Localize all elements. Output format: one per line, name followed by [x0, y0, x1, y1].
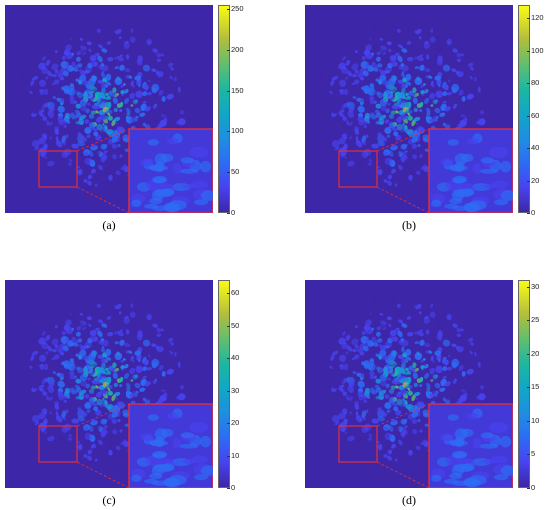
colorbar-b [518, 5, 530, 213]
colorbar-tick-label: 40 [226, 353, 240, 362]
colorbar-ticks-d: 30 25 20 15 10 5 0 [526, 280, 550, 492]
colorbar-ticks-c: 60 50 40 30 20 10 0 [226, 280, 265, 492]
speckle-intensity-image-d [305, 280, 513, 488]
speckle-intensity-image-b [305, 5, 513, 213]
colorbar-tick-label: 20 [526, 175, 540, 185]
colorbar-tick-label: 20 [226, 418, 240, 427]
colorbar-tick-label: 10 [226, 450, 240, 460]
colorbar-tick-label: 100 [227, 126, 244, 136]
colorbar-tick-label: 200 [227, 44, 244, 54]
panel-caption-c: (c) [102, 493, 116, 507]
colorbar-ticks-a: 250 200 150 100 50 0 [226, 4, 265, 217]
colorbar-tick-label: 100 [527, 45, 544, 55]
colorbar-tick-label: 10 [526, 415, 540, 425]
figure-panel-a: 250 200 150 100 50 0 (a) [0, 0, 265, 235]
colorbar-d [518, 280, 530, 488]
colorbar-tick-label: 40 [526, 143, 540, 152]
colorbar-tick-label: 60 [526, 110, 540, 120]
panel-caption-d: (d) [402, 493, 416, 507]
colorbar-tick-label: 50 [226, 320, 240, 330]
colorbar-tick-label: 5 [526, 449, 536, 459]
colorbar-tick-label: 30 [526, 281, 540, 291]
colorbar-tick-label: 150 [227, 85, 244, 95]
panel-caption-a: (a) [102, 218, 116, 232]
colorbar-tick-label: 50 [226, 167, 240, 177]
colorbar-ticks-b: 120 100 80 60 40 20 0 [526, 5, 550, 217]
colorbar-tick-label: 120 [527, 13, 544, 22]
colorbar-tick-label: 0 [226, 483, 236, 492]
colorbar-tick-label: 80 [526, 78, 540, 87]
colorbar-tick-label: 20 [526, 348, 540, 358]
colorbar-tick-label: 25 [526, 315, 540, 325]
colorbar-tick-label: 250 [227, 4, 244, 14]
figure-panel-b: 120 100 80 60 40 20 0 (b) [300, 0, 550, 235]
colorbar-tick-label: 15 [526, 382, 540, 392]
colorbar-c [218, 280, 230, 488]
colorbar-a [218, 5, 230, 213]
panel-caption-b: (b) [402, 218, 416, 232]
colorbar-tick-label: 0 [526, 208, 536, 217]
colorbar-tick-label: 0 [226, 208, 236, 217]
colorbar-tick-label: 60 [226, 288, 240, 297]
speckle-intensity-image-a [5, 5, 213, 213]
colorbar-tick-label: 0 [526, 483, 536, 492]
speckle-intensity-image-c [5, 280, 213, 488]
colorbar-tick-label: 30 [226, 385, 240, 395]
figure-panel-c: 60 50 40 30 20 10 0 (c) [0, 275, 265, 510]
figure-panel-d: 30 25 20 15 10 5 0 (d) [300, 275, 550, 510]
